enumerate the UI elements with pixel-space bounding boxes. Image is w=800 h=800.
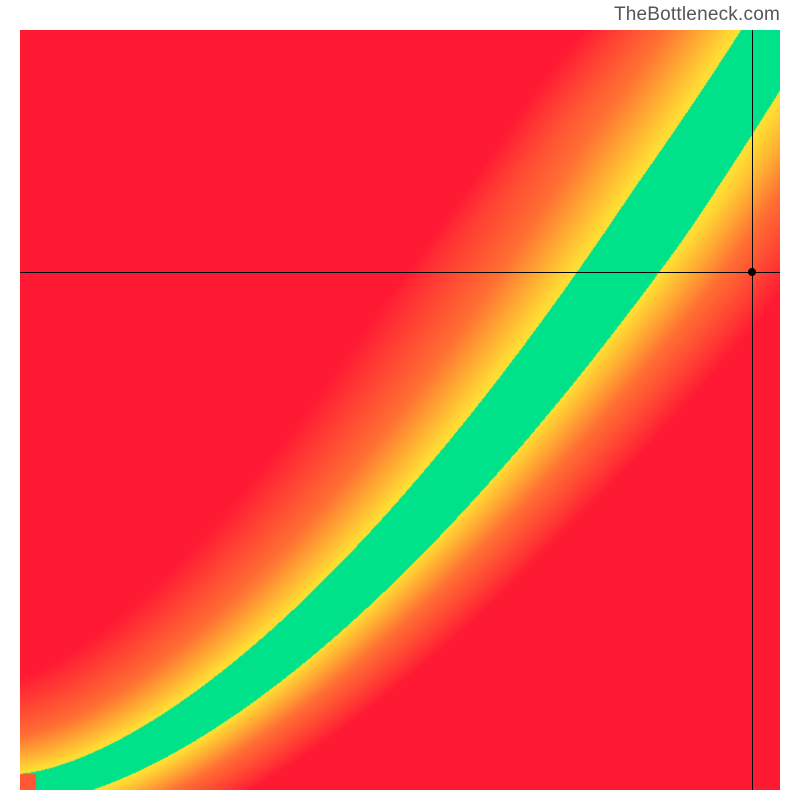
chart-container: TheBottleneck.com xyxy=(0,0,800,800)
crosshair-horizontal xyxy=(20,272,780,273)
crosshair-marker xyxy=(748,268,756,276)
crosshair-vertical xyxy=(752,30,753,790)
bottleneck-heatmap xyxy=(20,30,780,790)
watermark-text: TheBottleneck.com xyxy=(614,4,780,26)
